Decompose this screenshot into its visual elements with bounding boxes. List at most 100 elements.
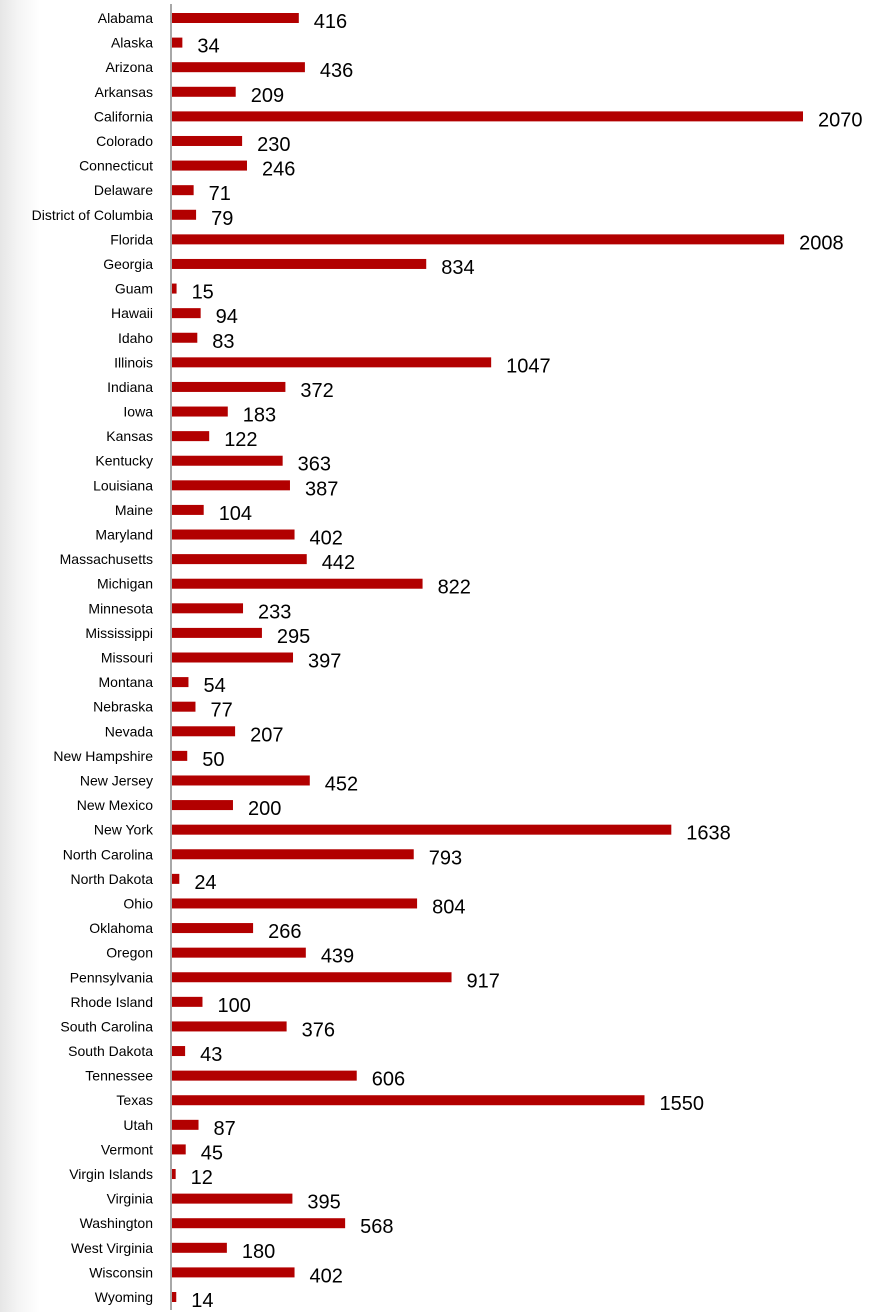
- data-label-indiana: 372: [300, 380, 333, 402]
- category-label-new-jersey: New Jersey: [80, 772, 153, 788]
- bar-kentucky: [172, 455, 283, 466]
- category-label-hawaii: Hawaii: [111, 305, 153, 321]
- category-label-louisiana: Louisiana: [93, 477, 153, 493]
- data-label-north-carolina: 793: [429, 847, 462, 869]
- data-label-colorado: 230: [257, 134, 290, 156]
- bar-minnesota: [172, 603, 244, 614]
- data-label-washington: 568: [360, 1216, 393, 1238]
- data-label-rhode-island: 100: [217, 995, 250, 1017]
- data-label-west-virginia: 180: [242, 1241, 275, 1263]
- data-label-hawaii: 94: [216, 306, 238, 328]
- data-label-california: 2070: [818, 109, 863, 131]
- bar-texas: [172, 1095, 645, 1106]
- bar-new-jersey: [172, 775, 310, 786]
- category-label-new-mexico: New Mexico: [77, 797, 153, 813]
- category-label-nevada: Nevada: [105, 723, 153, 739]
- bar-new-hampshire: [172, 750, 188, 761]
- category-label-utah: Utah: [123, 1117, 153, 1133]
- data-label-minnesota: 233: [258, 601, 291, 623]
- category-label-pennsylvania: Pennsylvania: [70, 969, 153, 985]
- category-label-north-carolina: North Carolina: [63, 846, 153, 862]
- category-label-tennessee: Tennessee: [85, 1068, 153, 1084]
- category-label-iowa: Iowa: [123, 404, 153, 420]
- category-label-oklahoma: Oklahoma: [89, 920, 153, 936]
- data-label-connecticut: 246: [262, 159, 295, 181]
- data-label-pennsylvania: 917: [467, 970, 500, 992]
- data-label-guam: 15: [192, 282, 214, 304]
- category-label-florida: Florida: [110, 231, 153, 247]
- category-label-california: California: [94, 108, 153, 124]
- data-label-alabama: 416: [314, 11, 347, 33]
- bar-washington: [172, 1218, 346, 1229]
- category-label-maryland: Maryland: [95, 527, 153, 543]
- category-label-mississippi: Mississippi: [85, 625, 153, 641]
- category-label-massachusetts: Massachusetts: [60, 551, 153, 567]
- data-label-maine: 104: [219, 503, 252, 525]
- bar-connecticut: [172, 160, 247, 171]
- bars: [172, 13, 803, 1302]
- bar-new-york: [172, 824, 672, 835]
- category-label-arizona: Arizona: [106, 59, 154, 75]
- category-label-idaho: Idaho: [118, 330, 153, 346]
- data-label-florida: 2008: [799, 232, 844, 254]
- bar-montana: [172, 677, 189, 688]
- bar-california: [172, 111, 803, 122]
- category-label-georgia: Georgia: [103, 256, 153, 272]
- category-label-kentucky: Kentucky: [95, 453, 153, 469]
- bar-florida: [172, 234, 785, 245]
- data-label-south-carolina: 376: [302, 1019, 335, 1041]
- bar-virgin-islands: [172, 1169, 176, 1180]
- category-label-alaska: Alaska: [111, 35, 153, 51]
- category-label-minnesota: Minnesota: [88, 600, 153, 616]
- bar-nebraska: [172, 701, 196, 712]
- category-label-missouri: Missouri: [101, 650, 153, 666]
- category-label-alabama: Alabama: [98, 10, 153, 26]
- bar-new-mexico: [172, 800, 233, 811]
- category-label-rhode-island: Rhode Island: [70, 994, 153, 1010]
- category-label-north-dakota: North Dakota: [71, 871, 154, 887]
- bar-ohio: [172, 898, 418, 909]
- data-label-arizona: 436: [320, 60, 353, 82]
- bar-delaware: [172, 185, 194, 196]
- data-label-arkansas: 209: [251, 85, 284, 107]
- bar-kansas: [172, 431, 210, 442]
- data-label-michigan: 822: [438, 577, 471, 599]
- bar-south-carolina: [172, 1021, 287, 1032]
- category-label-washington: Washington: [80, 1215, 153, 1231]
- bar-arizona: [172, 62, 305, 73]
- data-label-idaho: 83: [212, 331, 234, 353]
- data-label-new-york: 1638: [686, 823, 731, 845]
- bar-north-dakota: [172, 873, 180, 884]
- bar-indiana: [172, 381, 286, 392]
- data-label-missouri: 397: [308, 651, 341, 673]
- bar-iowa: [172, 406, 228, 417]
- category-label-colorado: Colorado: [96, 133, 153, 149]
- data-label-delaware: 71: [209, 183, 231, 205]
- bar-alaska: [172, 37, 183, 48]
- category-label-south-carolina: South Carolina: [60, 1018, 153, 1034]
- category-label-indiana: Indiana: [107, 379, 153, 395]
- bar-massachusetts: [172, 554, 307, 565]
- bar-oklahoma: [172, 923, 254, 934]
- bar-virginia: [172, 1193, 293, 1204]
- data-label-north-dakota: 24: [194, 872, 216, 894]
- bar-alabama: [172, 13, 299, 23]
- bar-michigan: [172, 578, 423, 589]
- data-label-maryland: 402: [310, 528, 343, 550]
- category-label-nebraska: Nebraska: [93, 699, 153, 715]
- category-label-new-york: New York: [94, 822, 154, 838]
- data-label-new-mexico: 200: [248, 798, 281, 820]
- bar-nevada: [172, 726, 236, 737]
- bar-pennsylvania: [172, 972, 452, 983]
- category-label-delaware: Delaware: [94, 182, 153, 198]
- data-label-illinois: 1047: [506, 355, 551, 377]
- category-label-oregon: Oregon: [106, 945, 153, 961]
- data-label-nevada: 207: [250, 724, 283, 746]
- data-label-new-jersey: 452: [325, 773, 358, 795]
- category-label-new-hampshire: New Hampshire: [53, 748, 153, 764]
- category-label-arkansas: Arkansas: [95, 84, 153, 100]
- data-label-iowa: 183: [243, 405, 276, 427]
- bar-tennessee: [172, 1070, 357, 1081]
